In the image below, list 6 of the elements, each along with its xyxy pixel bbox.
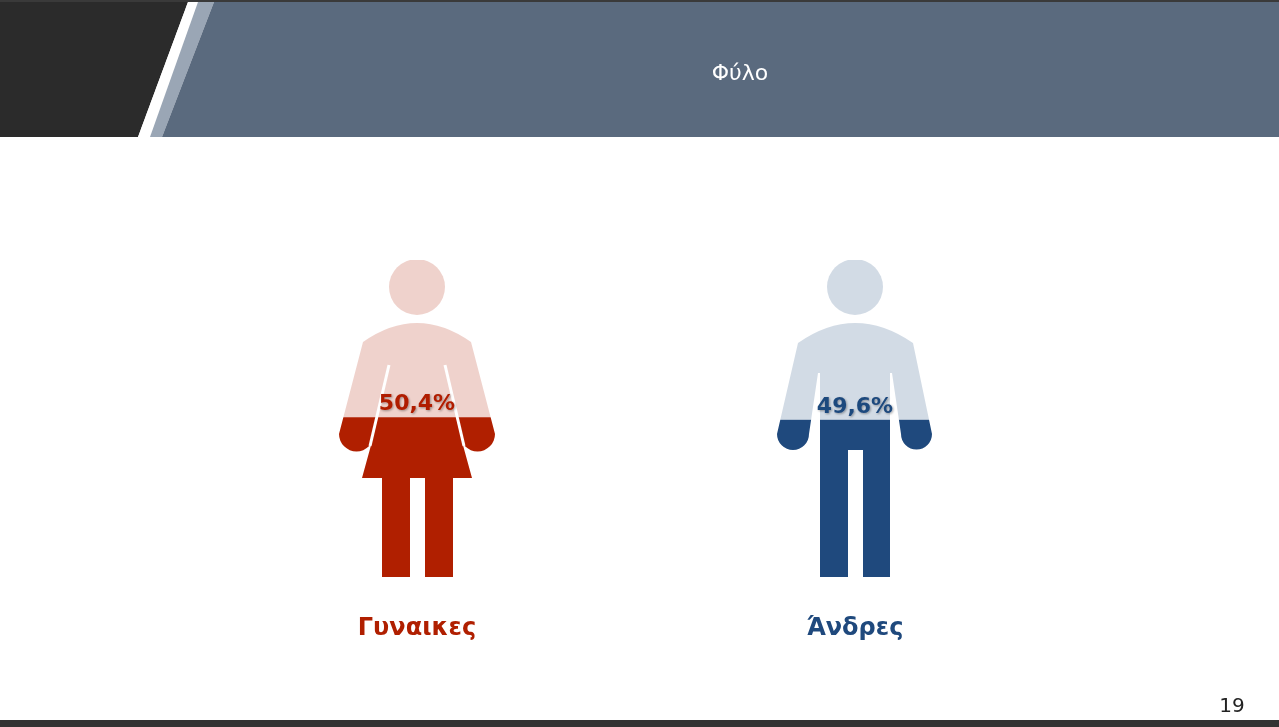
text: 19 [1219, 693, 1245, 717]
chart-title: Φύλο [711, 60, 769, 85]
x-tick-label: Άνδρες [806, 613, 904, 641]
data-label: 50,4% [378, 390, 456, 416]
data-label: 49,6% [816, 392, 894, 418]
x-tick-label: Γυναικες [357, 613, 477, 641]
